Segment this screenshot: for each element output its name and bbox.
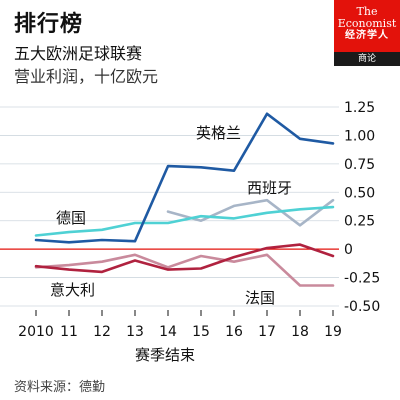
x-tick-label: 13 — [126, 324, 144, 340]
series-line — [34, 243, 335, 274]
series-line — [34, 205, 335, 237]
logo-line-2: Economist — [337, 16, 397, 30]
chart-units: 营业利润，十亿欧元 — [14, 67, 159, 86]
x-tick-label: 12 — [93, 324, 111, 340]
series-line — [34, 112, 335, 244]
x-tick-label: 14 — [159, 324, 177, 340]
x-tick-label: 17 — [258, 324, 276, 340]
series-label: 意大利 — [50, 281, 95, 299]
series-line — [166, 198, 335, 227]
source-note: 资料来源：德勤 — [14, 380, 106, 395]
logo-subtitle: 商论 — [334, 52, 400, 66]
y-tick-label: 0.25 — [344, 214, 375, 230]
series-label: 西班牙 — [247, 179, 292, 197]
x-axis-label: 赛季结束 — [135, 346, 195, 364]
chart-title: 排行榜 — [14, 12, 84, 37]
y-tick-label: 0.50 — [344, 185, 375, 201]
series-label: 德国 — [56, 209, 86, 227]
series-line — [34, 253, 335, 287]
logo-line-1: The — [356, 5, 378, 18]
y-tick-label: 0 — [344, 242, 353, 258]
x-tick-label: 11 — [60, 324, 78, 340]
y-tick-label: 1.25 — [344, 100, 375, 116]
y-tick-label: 1.00 — [344, 128, 375, 144]
x-tick-label: 16 — [225, 324, 243, 340]
series-label: 英格兰 — [196, 124, 241, 142]
x-tick-label: 2010 — [18, 324, 54, 340]
y-tick-label: -0.50 — [344, 299, 380, 315]
chart-subtitle: 五大欧洲足球联赛 — [14, 44, 143, 63]
x-tick-label: 18 — [291, 324, 309, 340]
series-label: 法国 — [245, 289, 275, 307]
y-tick-label: -0.25 — [344, 271, 380, 287]
x-tick-label: 19 — [324, 324, 342, 340]
x-tick-label: 15 — [192, 324, 210, 340]
economist-logo: The Economist 经济学人 — [334, 0, 400, 52]
logo-line-3: 经济学人 — [345, 30, 389, 42]
y-tick-label: 0.75 — [344, 157, 375, 173]
